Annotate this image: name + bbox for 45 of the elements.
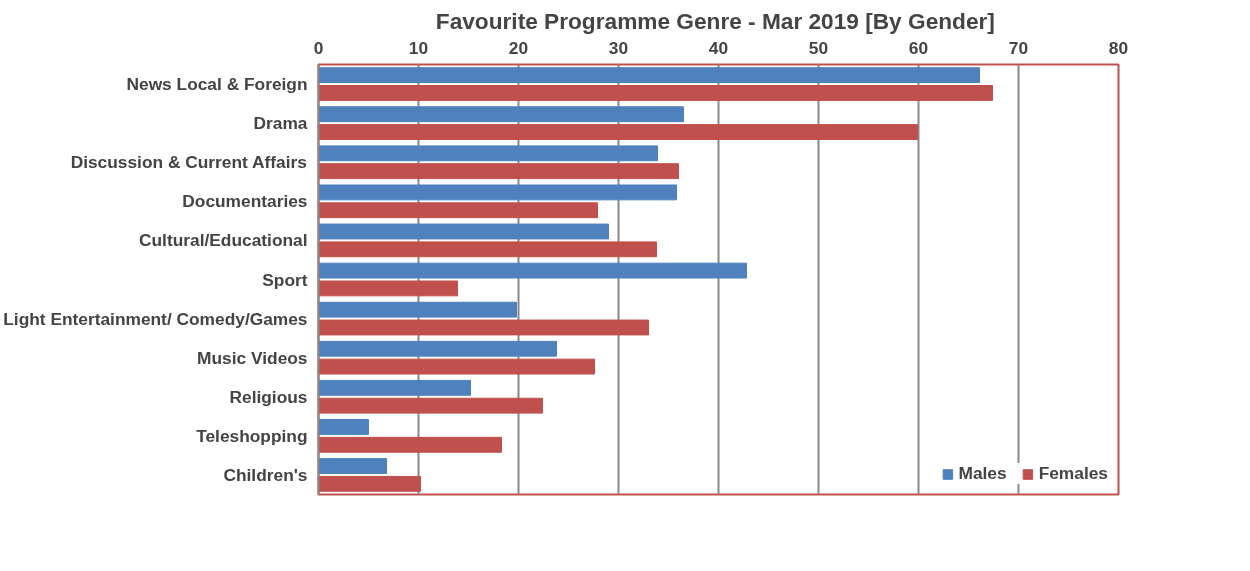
x-tick-label: 0 (313, 37, 324, 58)
bar (318, 184, 677, 201)
legend-label: Males (958, 463, 1007, 484)
bar (318, 106, 684, 123)
y-tick-label: Music Videos (197, 347, 308, 368)
bar (318, 419, 369, 435)
x-tick-label: 20 (508, 37, 529, 58)
bar (318, 397, 543, 414)
bar (318, 379, 471, 396)
bar (318, 319, 649, 336)
bar (318, 202, 598, 219)
bar (318, 85, 993, 101)
x-tick-label: 40 (708, 37, 729, 58)
bar (318, 262, 747, 279)
bar (318, 67, 980, 84)
bar (318, 163, 679, 180)
bar (318, 145, 658, 162)
x-tick-label: 30 (608, 37, 629, 58)
bar (318, 241, 657, 258)
bar (318, 436, 502, 453)
bar (318, 223, 609, 240)
y-tick-label: Cultural/Educational (139, 230, 308, 251)
y-tick-label: Sport (262, 269, 308, 290)
bar (318, 301, 517, 318)
y-tick-label: Documentaries (182, 191, 308, 212)
x-tick-label: 60 (908, 37, 929, 58)
bar (318, 340, 557, 357)
x-tick-label: 50 (808, 37, 829, 58)
y-tick-label: Religious (229, 386, 308, 407)
legend-label: Females (1038, 463, 1108, 484)
y-tick-label: News Local & Foreign (126, 74, 308, 95)
bar (318, 458, 387, 474)
chart-title: Favourite Programme Genre - Mar 2019 [By Gender] (435, 7, 995, 34)
y-tick-label: Discussion & Current Affairs (70, 152, 307, 173)
y-tick-label: Children's (223, 464, 308, 485)
bar (318, 280, 458, 297)
y-tick-label: Teleshopping (196, 425, 308, 446)
x-tick-label: 10 (408, 37, 429, 58)
bar (318, 124, 918, 140)
x-tick-label: 80 (1108, 37, 1129, 58)
x-tick-label: 70 (1008, 37, 1029, 58)
y-tick-label: Light Entertainment/ Comedy/Games (3, 308, 308, 329)
bar (318, 475, 421, 492)
y-tick-label: Drama (253, 113, 308, 134)
bar (318, 358, 595, 375)
